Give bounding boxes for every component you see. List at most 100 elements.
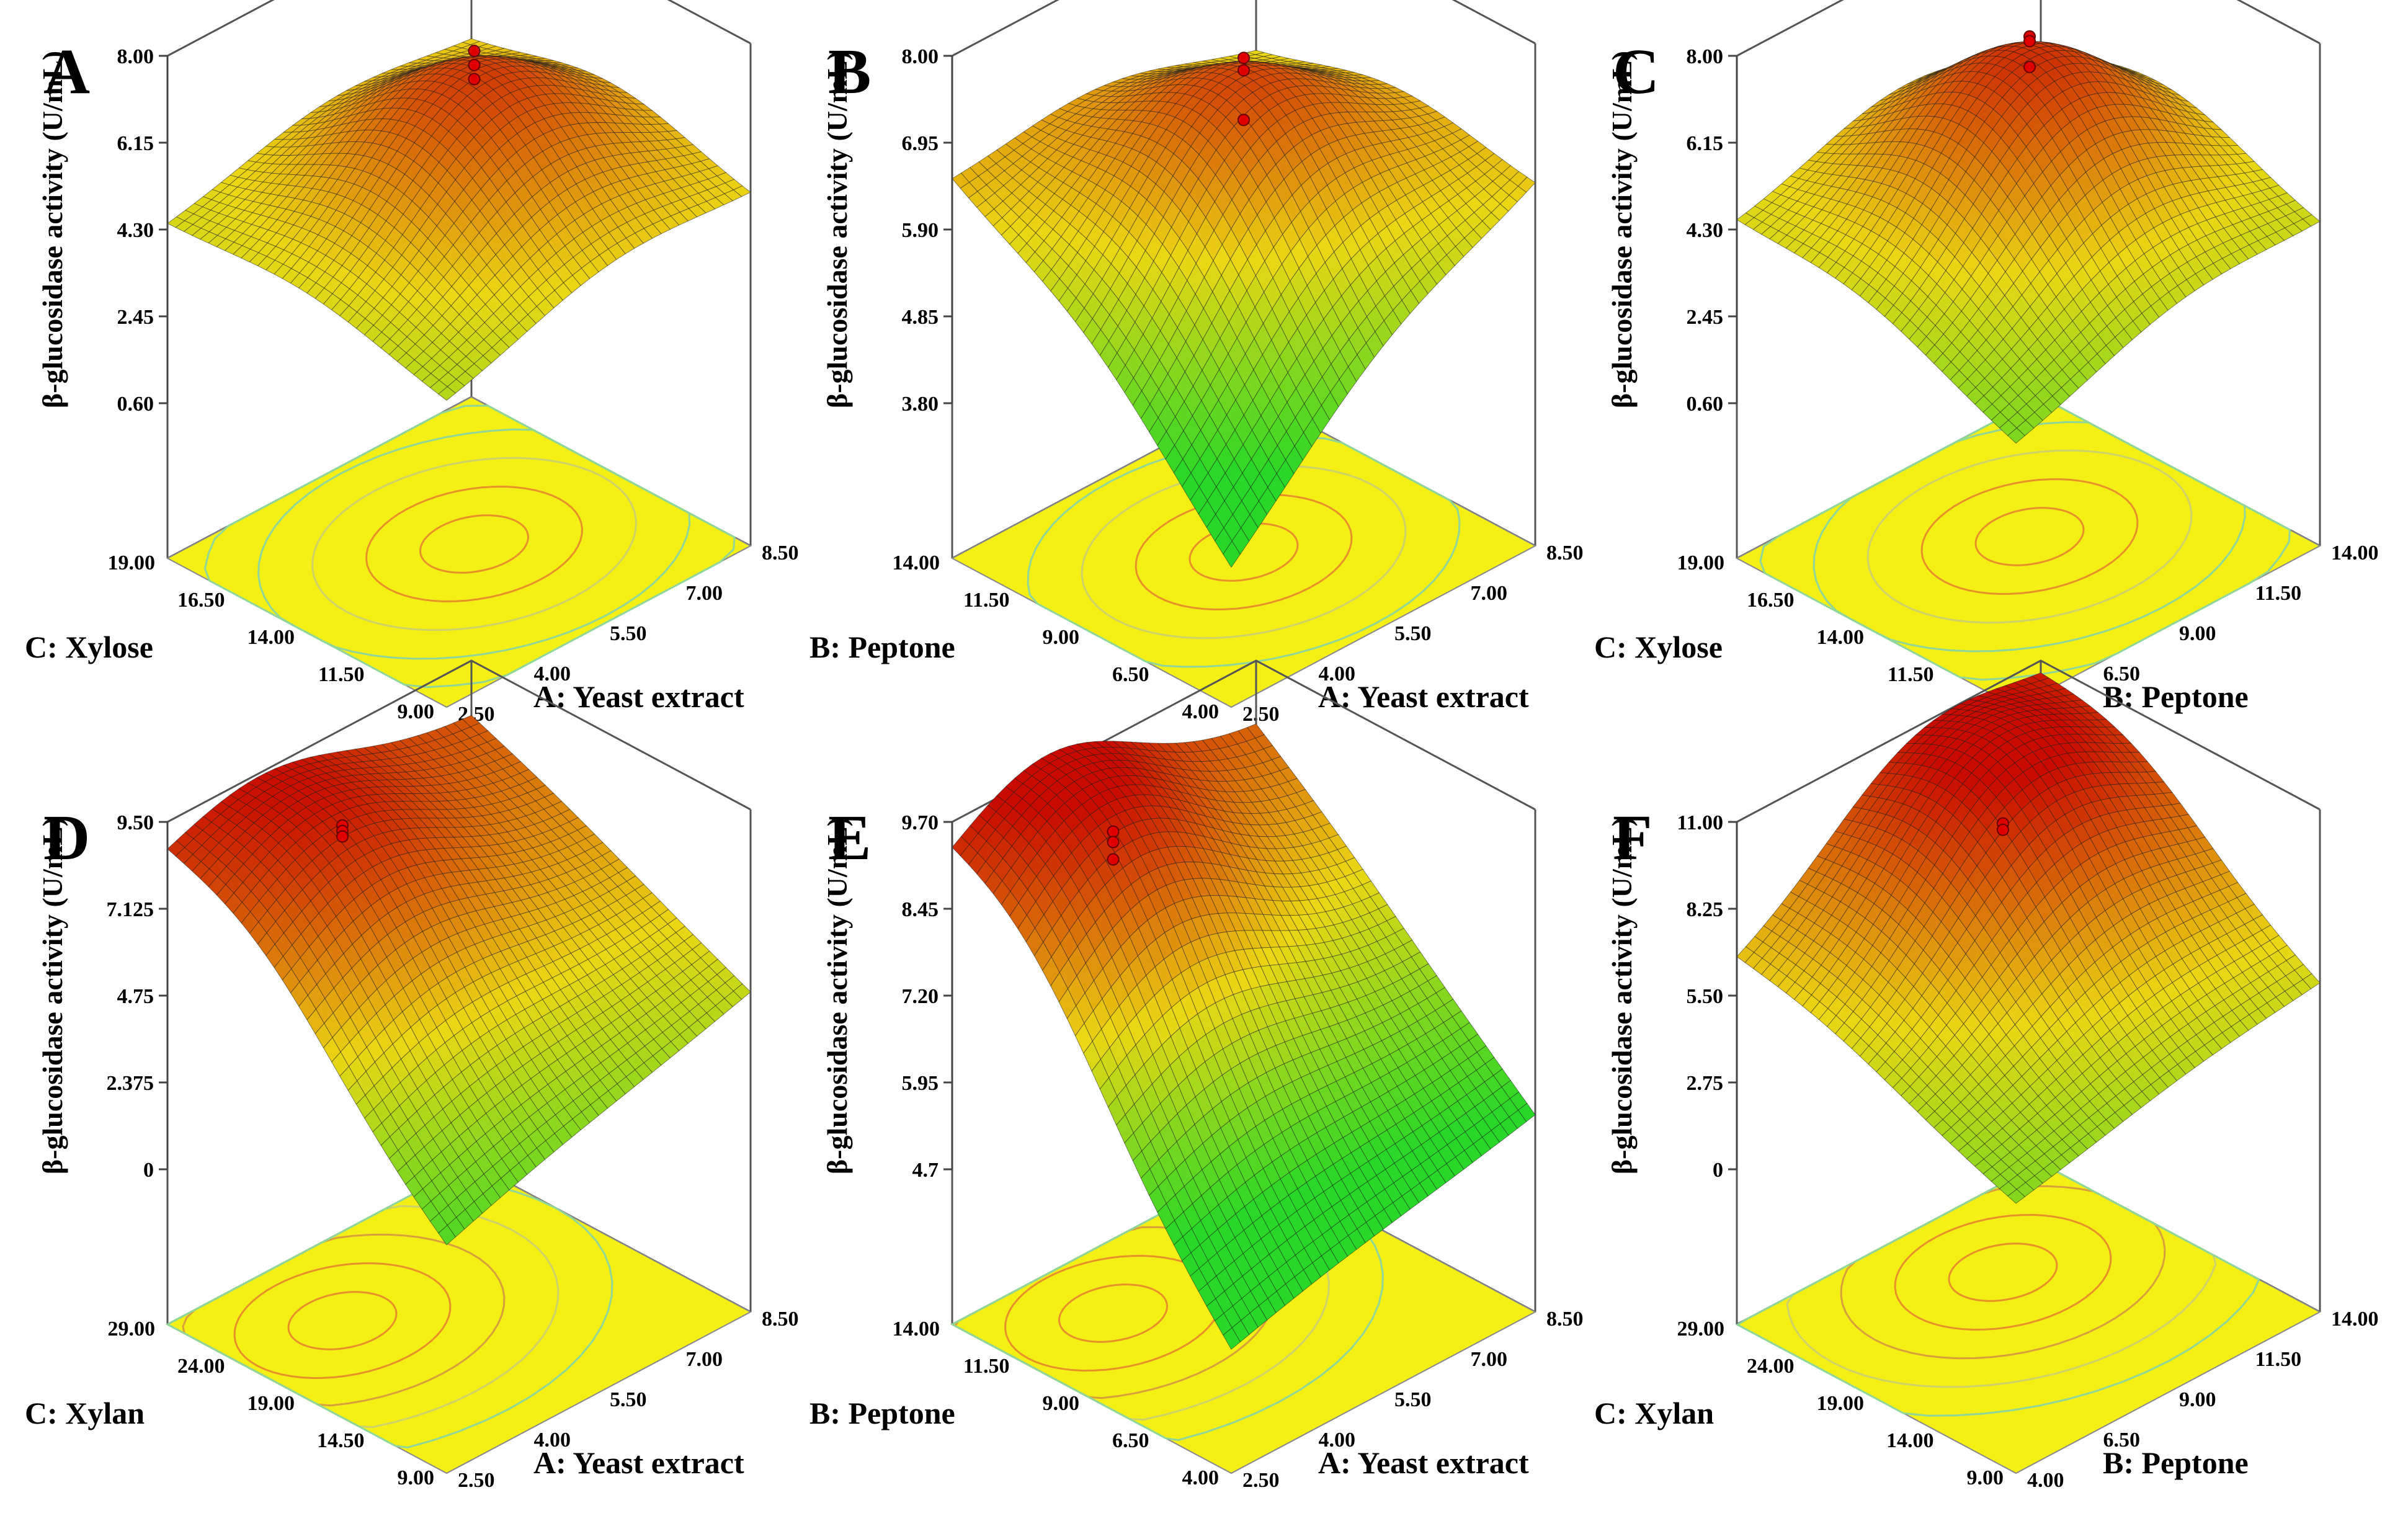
- left-axis-tick-label: 11.50: [963, 589, 1010, 612]
- z-tick-label: 0: [1713, 1159, 1723, 1182]
- z-tick-label: 7.20: [902, 985, 939, 1008]
- contour-floor: [166, 396, 752, 708]
- right-axis-tick-label: 5.50: [1394, 1388, 1432, 1411]
- z-tick-label: 4.30: [1687, 219, 1724, 242]
- left-axis-tick-label: 16.50: [1747, 589, 1795, 612]
- contour-line: [1736, 1162, 2260, 1417]
- right-axis-tick-label: 6.50: [2103, 1429, 2141, 1452]
- design-point: [468, 45, 481, 58]
- z-tick-label: 8.45: [902, 898, 939, 921]
- left-axis-tick-label: 14.50: [317, 1429, 365, 1452]
- left-axis-label: B: Peptone: [809, 630, 955, 664]
- contour-floor: [1735, 1162, 2322, 1474]
- right-axis-tick-label: 5.50: [610, 1388, 647, 1411]
- contour-line: [1974, 507, 2085, 566]
- right-axis-tick-label: 8.50: [762, 542, 799, 564]
- right-axis-tick-label: 9.00: [2179, 622, 2216, 645]
- panel-label: C: [1613, 36, 1659, 107]
- right-axis-tick-label: 2.50: [458, 1469, 495, 1492]
- design-point: [1237, 51, 1250, 65]
- z-tick-label: 4.85: [902, 306, 939, 329]
- z-tick-label: 8.25: [1687, 898, 1724, 921]
- z-axis-label: β-glucosidase activity (U/mL): [821, 51, 853, 408]
- left-axis-tick-label: 19.00: [247, 1392, 295, 1415]
- design-point: [2023, 60, 2036, 73]
- right-axis-tick-label: 6.50: [2103, 662, 2141, 685]
- left-axis-tick-label: 11.50: [1888, 663, 1934, 686]
- right-axis-label: A: Yeast extract: [533, 1445, 744, 1480]
- left-axis-tick-label: 16.50: [177, 589, 225, 612]
- design-point: [336, 830, 349, 843]
- panel-label: B: [828, 36, 871, 107]
- contour-line: [203, 404, 736, 689]
- left-axis-tick-label: 14.00: [247, 626, 295, 649]
- right-axis-tick-label: 2.50: [1242, 703, 1280, 726]
- contour-line: [287, 1291, 398, 1350]
- right-axis-tick-label: 4.00: [1319, 662, 1356, 685]
- design-point: [1107, 836, 1120, 849]
- design-point: [1237, 64, 1250, 77]
- left-axis-tick-label: 14.00: [893, 1318, 940, 1340]
- contour-line: [1894, 1213, 2112, 1331]
- right-axis-tick-label: 14.00: [2331, 542, 2379, 564]
- z-tick-label: 0.60: [1687, 393, 1724, 416]
- z-tick-label: 0.60: [117, 393, 154, 416]
- contour-line: [419, 514, 530, 574]
- right-axis-tick-label: 4.00: [2027, 1469, 2064, 1492]
- left-axis-tick-label: 24.00: [1747, 1355, 1795, 1378]
- left-axis-tick-label: 24.00: [177, 1355, 225, 1378]
- left-axis-tick-label: 29.00: [1677, 1318, 1725, 1340]
- design-point: [468, 58, 481, 71]
- z-tick-label: 8.00: [902, 45, 939, 68]
- panel-B: 3.80 4.85 5.90 6.95 8.00 β-glucosidase activi…: [809, 0, 1584, 726]
- left-axis-label: C: Xylose: [1594, 630, 1723, 664]
- z-tick-label: 0: [143, 1159, 154, 1182]
- z-tick-label: 2.45: [117, 306, 154, 329]
- panel-C: 0.60 2.45 4.30 6.15 8.00 β-glucosidase activi…: [1594, 0, 2379, 726]
- left-axis-tick-label: 9.00: [1967, 1466, 2004, 1489]
- left-axis-label: C: Xylan: [25, 1396, 145, 1430]
- design-point: [1107, 853, 1120, 866]
- left-axis-tick-label: 14.00: [893, 551, 940, 574]
- right-axis-label: A: Yeast extract: [1318, 1445, 1529, 1480]
- z-axis-label: β-glucosidase activity (U/mL): [1606, 817, 1638, 1174]
- z-axis-label: β-glucosidase activity (U/mL): [821, 817, 853, 1174]
- left-axis-label: C: Xylan: [1594, 1396, 1714, 1430]
- contour-line: [233, 1262, 452, 1380]
- contour-line: [1004, 1254, 1222, 1372]
- left-axis-tick-label: 4.00: [1182, 700, 1220, 723]
- contour-line: [365, 485, 583, 603]
- right-axis-label: B: Peptone: [2103, 1445, 2249, 1480]
- left-axis-tick-label: 14.00: [1886, 1429, 1934, 1452]
- right-axis-tick-label: 8.50: [1546, 1308, 1584, 1331]
- z-axis-label: β-glucosidase activity (U/mL): [37, 51, 68, 408]
- left-axis-tick-label: 9.00: [398, 700, 435, 723]
- right-axis-tick-label: 11.50: [2255, 1348, 2302, 1371]
- design-point: [1997, 823, 2009, 836]
- z-tick-label: 2.75: [1687, 1072, 1724, 1095]
- left-axis-tick-label: 29.00: [108, 1318, 156, 1340]
- z-tick-label: 11.00: [1677, 811, 1723, 834]
- z-tick-label: 9.50: [117, 811, 154, 834]
- z-tick-label: 6.95: [902, 132, 939, 155]
- right-axis-label: A: Yeast extract: [533, 679, 744, 714]
- left-axis-tick-label: 19.00: [108, 551, 156, 574]
- left-axis-label: C: Xylose: [25, 630, 153, 664]
- left-axis-tick-label: 11.50: [318, 663, 365, 686]
- left-axis-tick-label: 11.50: [963, 1355, 1010, 1378]
- left-axis-tick-label: 14.00: [1817, 626, 1865, 649]
- response-surface: [952, 723, 1536, 1350]
- z-tick-label: 8.00: [117, 45, 154, 68]
- z-axis-label: β-glucosidase activity (U/mL): [1606, 51, 1638, 408]
- right-axis-label: B: Peptone: [2103, 679, 2249, 714]
- right-axis-tick-label: 4.00: [534, 1429, 571, 1452]
- response-surface: [1736, 41, 2321, 444]
- left-axis-tick-label: 19.00: [1677, 551, 1725, 574]
- contour-line: [1948, 1242, 2058, 1302]
- right-axis-tick-label: 2.50: [1242, 1469, 1280, 1492]
- response-surface: [952, 50, 1536, 568]
- design-point: [468, 73, 481, 86]
- left-axis-tick-label: 6.50: [1112, 663, 1149, 686]
- z-tick-label: 5.50: [1687, 985, 1724, 1008]
- right-axis-tick-label: 4.00: [1319, 1429, 1356, 1452]
